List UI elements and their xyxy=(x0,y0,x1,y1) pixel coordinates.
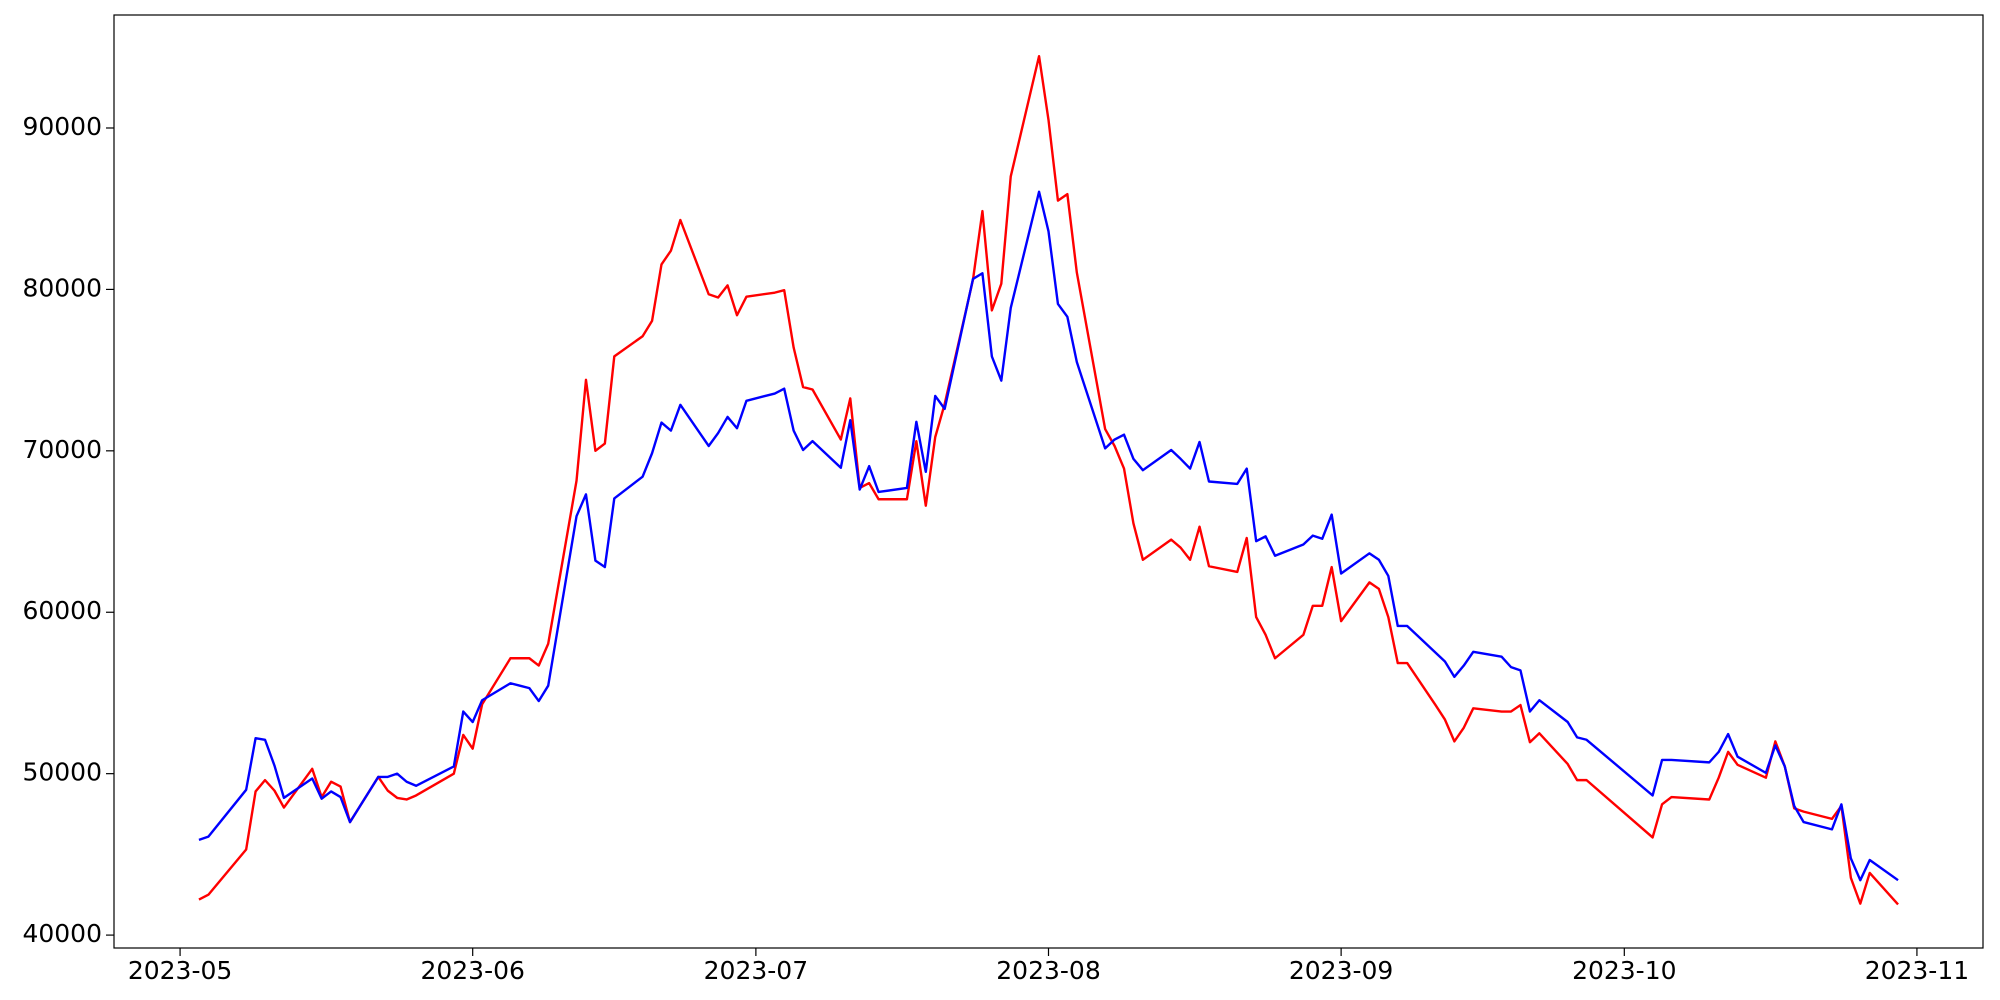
x-tick-label: 2023-07 xyxy=(704,956,808,985)
y-tick-label: 90000 xyxy=(22,112,102,141)
series-line xyxy=(198,190,1899,882)
y-tick-label: 70000 xyxy=(22,435,102,464)
plot-frame xyxy=(113,14,1984,949)
x-tick-label: 2023-11 xyxy=(1865,956,1969,985)
x-tick-label: 2023-08 xyxy=(996,956,1100,985)
x-tick-label: 2023-06 xyxy=(420,956,524,985)
x-tick-label: 2023-09 xyxy=(1289,956,1393,985)
x-tick-label: 2023-05 xyxy=(128,956,232,985)
x-tick-label: 2023-10 xyxy=(1572,956,1676,985)
y-tick-label: 40000 xyxy=(22,919,102,948)
y-tick-label: 80000 xyxy=(22,273,102,302)
y-tick-label: 50000 xyxy=(22,758,102,787)
y-tick-label: 60000 xyxy=(22,596,102,625)
